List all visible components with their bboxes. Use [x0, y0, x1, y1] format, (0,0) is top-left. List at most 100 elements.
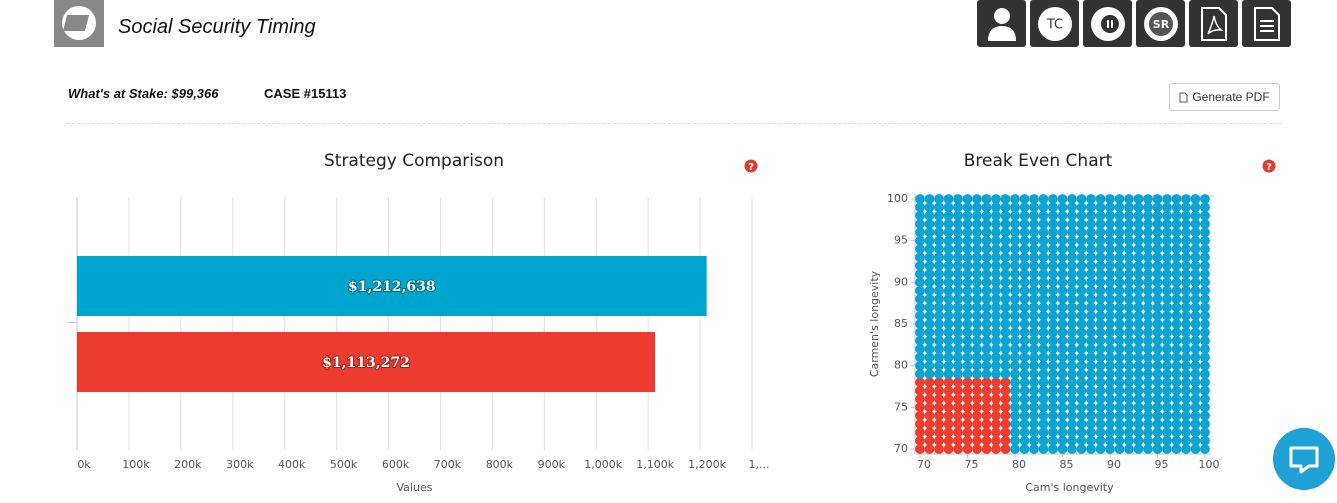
- profile-button[interactable]: [977, 0, 1026, 47]
- dot: [1133, 344, 1144, 354]
- dot: [1200, 327, 1210, 338]
- dot: [1114, 360, 1125, 371]
- dot: [1181, 260, 1191, 271]
- dot: [1190, 369, 1201, 379]
- dot: [953, 194, 963, 204]
- dot: [1124, 394, 1134, 404]
- tc-button[interactable]: TC: [1030, 0, 1079, 47]
- dot: [1181, 294, 1191, 304]
- dot: [991, 410, 1001, 421]
- dot: [1019, 394, 1030, 404]
- dot: [1133, 394, 1144, 404]
- dot: [1029, 319, 1039, 329]
- dot: [1095, 410, 1106, 421]
- dot: [1105, 369, 1115, 379]
- dot: [1171, 227, 1182, 238]
- dot: [1057, 427, 1068, 438]
- pdf-tool-button[interactable]: [1189, 0, 1238, 47]
- play-button[interactable]: [1083, 0, 1132, 47]
- dot: [1171, 252, 1182, 263]
- dot: [953, 427, 963, 438]
- dot: [1038, 310, 1049, 321]
- dot: [1162, 252, 1172, 263]
- dot: [1143, 444, 1153, 454]
- dot: [1019, 285, 1030, 296]
- generate-pdf-label: Generate PDF: [1192, 90, 1270, 104]
- dot: [1010, 385, 1020, 396]
- dot: [943, 360, 954, 371]
- dot: [1190, 419, 1201, 429]
- dot: [924, 369, 935, 379]
- dot: [1010, 319, 1020, 329]
- dot: [962, 360, 973, 371]
- dot: [1200, 435, 1210, 446]
- sr-button[interactable]: SR: [1136, 0, 1185, 47]
- dot: [1067, 227, 1077, 238]
- dot: [1181, 352, 1191, 363]
- dot: [1200, 352, 1210, 363]
- dot: [962, 194, 973, 204]
- dot: [1105, 344, 1115, 354]
- dot: [1171, 419, 1182, 429]
- dot: [972, 327, 982, 338]
- dot: [1038, 285, 1049, 296]
- doc-button[interactable]: [1242, 0, 1291, 47]
- dot: [991, 419, 1001, 429]
- dot: [1152, 252, 1163, 263]
- dot: [1200, 294, 1210, 304]
- dot: [1095, 285, 1106, 296]
- dot: [1152, 277, 1163, 288]
- dot: [1171, 394, 1182, 404]
- dot: [1057, 277, 1068, 288]
- generate-pdf-button[interactable]: Generate PDF: [1169, 83, 1280, 111]
- dot: [1200, 235, 1210, 246]
- dot: [1057, 319, 1068, 329]
- dot: [1114, 385, 1125, 396]
- dot: [1190, 377, 1201, 388]
- chat-button[interactable]: [1273, 428, 1335, 490]
- dot: [981, 260, 992, 271]
- dot: [1152, 377, 1163, 388]
- dot: [981, 219, 992, 229]
- dot: [1000, 310, 1011, 321]
- dot: [1038, 252, 1049, 263]
- dot: [1019, 352, 1030, 363]
- dot: [943, 369, 954, 379]
- dot: [981, 202, 992, 213]
- dot: [991, 285, 1001, 296]
- dot: [1133, 310, 1144, 321]
- dot: [943, 269, 954, 279]
- dot: [1095, 444, 1106, 454]
- dot: [1124, 244, 1134, 254]
- dot: [915, 427, 925, 438]
- dot: [1124, 210, 1134, 221]
- dot: [1114, 277, 1125, 288]
- dot: [972, 202, 982, 213]
- dot: [1095, 335, 1106, 346]
- dot: [1190, 202, 1201, 213]
- dot: [1105, 327, 1115, 338]
- dot: [1105, 352, 1115, 363]
- dot: [943, 244, 954, 254]
- dot: [1152, 385, 1163, 396]
- dot: [1095, 269, 1106, 279]
- dot: [1124, 360, 1134, 371]
- dot: [1190, 252, 1201, 263]
- dot: [1067, 360, 1077, 371]
- dot: [1190, 344, 1201, 354]
- dot: [1152, 435, 1163, 446]
- x-tick-label: 400k: [278, 458, 306, 471]
- logo: [54, 0, 104, 47]
- dot: [1067, 377, 1077, 388]
- dot: [1010, 402, 1020, 413]
- dot: [1019, 444, 1030, 454]
- dot: [1143, 319, 1153, 329]
- dot: [1019, 252, 1030, 263]
- dot: [1124, 369, 1134, 379]
- dot: [1057, 360, 1068, 371]
- dot: [915, 269, 925, 279]
- dot: [1105, 285, 1115, 296]
- dot: [1038, 319, 1049, 329]
